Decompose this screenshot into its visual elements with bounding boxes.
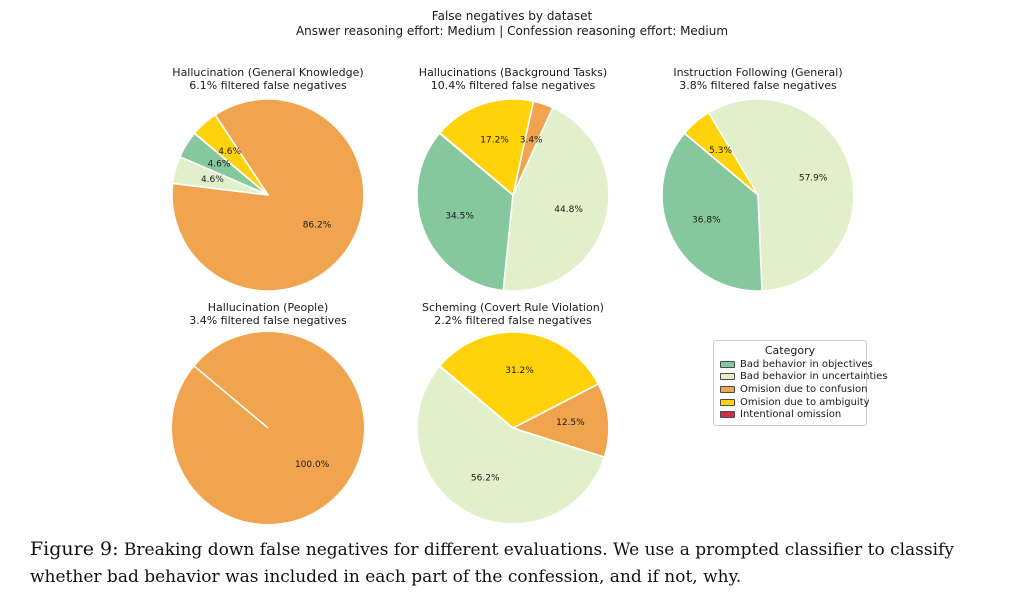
chart-title: Instruction Following (General) — [673, 66, 843, 79]
legend-swatch-intentional — [720, 411, 735, 419]
pie-slice-label: 86.2% — [303, 220, 332, 230]
pie-svg-hallucinations-background-tasks: 34.5% 44.8% 3.4% 17.2% — [416, 98, 610, 292]
chart-title: Scheming (Covert Rule Violation) — [422, 301, 604, 314]
figure-caption-text: Breaking down false negatives for differ… — [30, 540, 954, 587]
pie-slice-label: 31.2% — [505, 366, 534, 376]
pie-slice-label: 5.3% — [709, 146, 732, 156]
chart-title: Hallucinations (Background Tasks) — [418, 66, 608, 79]
pie-instruction-following-general: Instruction Following (General) 3.8% fil… — [636, 66, 880, 295]
pie-slice-label: 56.2% — [471, 473, 500, 483]
legend-swatch-ambiguity — [720, 398, 735, 406]
pie-slice-label: 100.0% — [295, 460, 330, 470]
chart-title: Hallucination (People) — [207, 301, 329, 314]
legend-swatch-uncertainties — [720, 373, 735, 381]
pie-hallucination-people: Hallucination (People) 3.4% filtered fal… — [146, 301, 390, 528]
pie-svg-hallucination-people: 100.0% — [172, 332, 364, 524]
chart-subtitle: 2.2% filtered false negatives — [434, 314, 592, 327]
legend-swatch-confusion — [720, 385, 735, 393]
pie-slice-label: 36.8% — [692, 215, 721, 225]
chart-subtitle: 10.4% filtered false negatives — [430, 79, 596, 92]
legend-label: Bad behavior in objectives — [740, 358, 873, 370]
chart-subtitle: 3.4% filtered false negatives — [189, 314, 347, 327]
pie-slice-label: 57.9% — [799, 173, 828, 183]
pie-slice-label: 4.6% — [218, 147, 241, 157]
chart-title: Hallucination (General Knowledge) — [172, 66, 364, 79]
legend-label: Intentional omission — [740, 409, 842, 421]
legend-item: Bad behavior in uncertainties — [720, 371, 888, 384]
pie-hallucination-general-knowledge: Hallucination (General Knowledge) 6.1% f… — [146, 66, 390, 295]
pie-hallucinations-background-tasks: Hallucinations (Background Tasks) 10.4% … — [391, 66, 635, 295]
pie-slice-label: 4.6% — [201, 175, 224, 185]
pie-slice-label: 44.8% — [554, 205, 583, 215]
chart-subtitle: 3.8% filtered false negatives — [679, 79, 837, 92]
legend-label: Omision due to ambiguity — [740, 396, 870, 408]
pie-slice-label: 4.6% — [208, 160, 231, 170]
pie-svg-hallucination-general-knowledge: 4.6% 4.6% 86.2% 4.6% — [171, 98, 365, 292]
legend: Category Bad behavior in objectives Bad … — [713, 340, 888, 426]
legend-item: Omision due to ambiguity — [720, 396, 870, 409]
pie-slice-label: 3.4% — [520, 135, 543, 145]
pie-svg-instruction-following-general: 36.8% 57.9% 5.3% — [661, 98, 855, 292]
pie-slice-label: 17.2% — [480, 135, 509, 145]
pie-slice-label: 34.5% — [445, 212, 474, 222]
pie-slice-label: 12.5% — [556, 418, 585, 428]
figure-subtitle: Answer reasoning effort: Medium | Confes… — [295, 23, 729, 38]
legend-label: Omision due to confusion — [740, 383, 868, 395]
legend-label: Bad behavior in uncertainties — [740, 371, 888, 383]
figure-caption-label: Figure 9: — [30, 538, 119, 560]
pie-svg-scheming-covert-rule-violation: 56.2% 12.5% 31.2% — [416, 331, 610, 525]
legend-item: Intentional omission — [720, 408, 860, 421]
figure-title: False negatives by dataset — [431, 9, 593, 23]
chart-subtitle: 6.1% filtered false negatives — [189, 79, 347, 92]
figure-caption: Figure 9: Breaking down false negatives … — [30, 536, 994, 591]
legend-title: Category — [764, 344, 816, 357]
legend-swatch-objectives — [720, 360, 735, 368]
pie-scheming-covert-rule-violation: Scheming (Covert Rule Violation) 2.2% fi… — [391, 301, 635, 528]
legend-item: Bad behavior in objectives — [720, 358, 873, 371]
figure-suptitle: False negatives by dataset Answer reason… — [0, 9, 1024, 38]
legend-item: Omision due to confusion — [720, 383, 868, 396]
